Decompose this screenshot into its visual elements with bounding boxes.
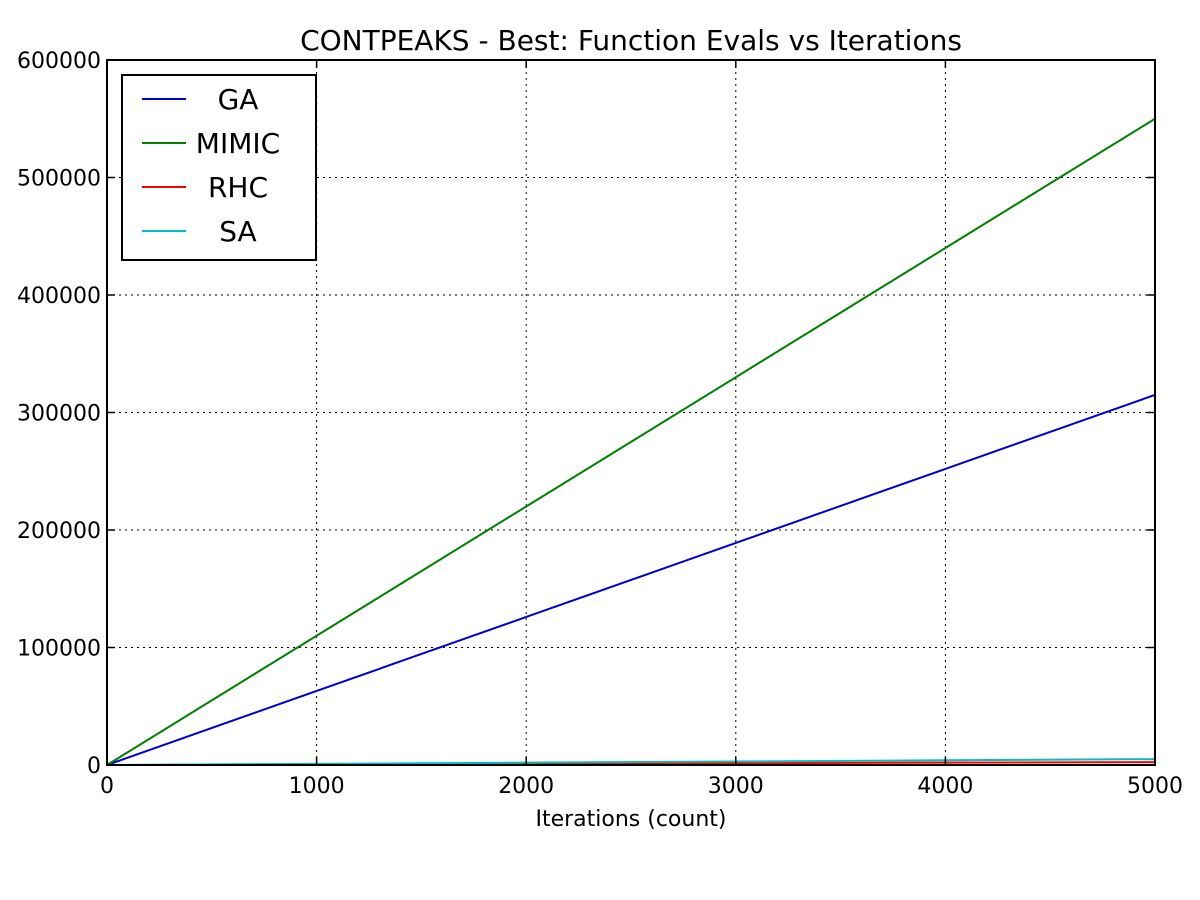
y-tick-label: 400000 xyxy=(17,284,101,309)
x-tick-label: 3000 xyxy=(708,774,764,799)
series-line-mimic xyxy=(106,117,1156,766)
x-axis-label: Iterations (count) xyxy=(535,807,726,832)
x-tick-label: 0 xyxy=(100,774,114,799)
series-line-ga xyxy=(106,393,1156,766)
legend-label-mimic: MIMIC xyxy=(196,127,280,160)
x-tick-label: 5000 xyxy=(1127,774,1183,799)
chart-title: CONTPEAKS - Best: Function Evals vs Iter… xyxy=(300,24,962,57)
x-tick-label: 2000 xyxy=(498,774,554,799)
x-tick-label: 4000 xyxy=(917,774,973,799)
y-tick-labels: 0 100000 200000 300000 400000 500000 600000 xyxy=(17,49,101,779)
axis-ticks xyxy=(106,59,1156,766)
y-tick-label: 200000 xyxy=(17,519,101,544)
grid-lines xyxy=(107,60,1155,765)
legend-items: GA MIMIC RHC SA xyxy=(142,83,280,248)
y-tick-label: 100000 xyxy=(17,637,101,662)
legend: GA MIMIC RHC SA xyxy=(121,74,317,261)
legend-label-ga: GA xyxy=(218,83,259,116)
y-tick-label: 0 xyxy=(87,754,101,779)
y-tick-label: 300000 xyxy=(17,402,101,427)
legend-label-sa: SA xyxy=(219,215,256,248)
y-tick-label: 600000 xyxy=(17,49,101,74)
legend-box xyxy=(121,74,317,261)
legend-label-rhc: RHC xyxy=(208,171,268,204)
x-tick-label: 1000 xyxy=(289,774,345,799)
y-tick-label: 500000 xyxy=(17,167,101,192)
x-tick-labels: 0 1000 2000 3000 4000 5000 xyxy=(100,774,1183,799)
